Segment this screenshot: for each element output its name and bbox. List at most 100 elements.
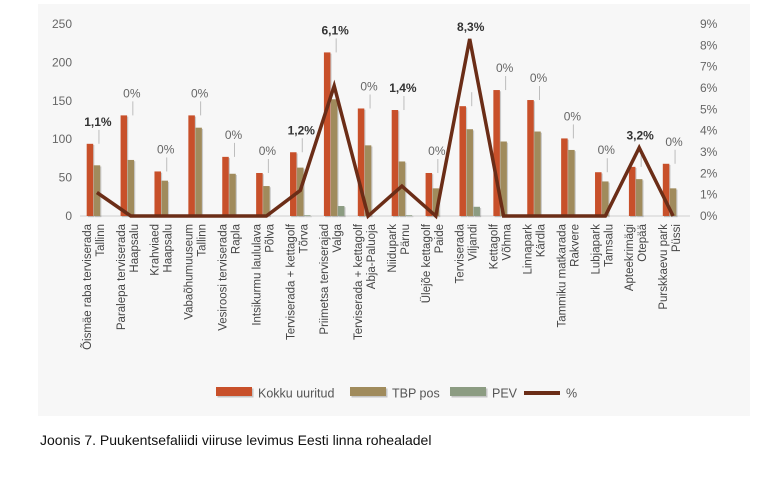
data-label: 1,2% — [288, 123, 316, 137]
x-tick-label: Võhma — [502, 223, 514, 260]
y-right-tick-label: 8% — [700, 38, 718, 52]
bar-shadow — [406, 216, 414, 218]
x-tick-label: Tallinn — [197, 224, 209, 257]
y-left-tick-label: 250 — [52, 17, 72, 31]
bar-kokku-uuritud — [391, 110, 399, 216]
data-label: 0% — [225, 128, 243, 142]
y-right-tick-label: 1% — [700, 188, 718, 202]
bar-kokku-uuritud — [595, 172, 602, 216]
data-label: 1,1% — [84, 115, 112, 129]
bar-tbp-pos — [466, 129, 473, 216]
data-label: 0% — [123, 86, 141, 100]
bar-tbp-pos — [127, 159, 135, 216]
bar-kokku-uuritud — [323, 52, 331, 216]
x-tick-label: Linnapark — [523, 224, 535, 275]
legend-label: PEV — [492, 387, 518, 401]
x-tick-label: Abja-Paluoja — [366, 223, 378, 289]
y-right-tick-label: 5% — [700, 102, 718, 116]
bar-tbp-pos — [602, 181, 609, 216]
x-tick-label: Intsikurmu laululava — [251, 223, 263, 325]
y-right-tick-label: 2% — [700, 166, 718, 180]
x-tick-label: Apteekrimägi — [624, 224, 636, 291]
bar-tbp-pos — [500, 141, 507, 216]
x-tick-label: Valga — [332, 223, 344, 252]
x-tick-label: Pärnu — [400, 224, 412, 255]
x-tick-label: Niidupark — [387, 224, 399, 273]
y-right-tick-label: 7% — [700, 60, 718, 74]
bar-kokku-uuritud — [357, 108, 365, 216]
bar-kokku-uuritud — [86, 143, 94, 216]
x-tick-label: Rakvere — [569, 224, 581, 267]
bar-kokku-uuritud — [290, 152, 297, 216]
x-tick-label: Terviserada + kettagolf — [285, 223, 297, 340]
bar-tbp-pos — [93, 165, 101, 216]
data-label: 0% — [564, 109, 582, 123]
bar-kokku-uuritud — [222, 156, 229, 216]
x-tick-label: Õismäe raba terviserada — [81, 223, 94, 350]
y-right-tick-label: 0% — [700, 209, 718, 223]
data-label: 6,1% — [321, 23, 349, 37]
bar-tbp-pos — [263, 186, 270, 216]
legend-label: TBP pos — [392, 387, 440, 401]
x-tick-label: Vesiroosi terviserada — [218, 223, 230, 330]
x-tick-label: Lubjapark — [590, 224, 602, 275]
bar-pev — [473, 206, 480, 216]
data-label: 0% — [191, 86, 209, 100]
bar-shadow — [305, 216, 312, 218]
bar-kokku-uuritud — [154, 171, 161, 216]
x-tick-label: Kärdla — [536, 223, 548, 257]
x-tick-label: Tamsalu — [603, 224, 615, 267]
legend-swatch — [216, 387, 252, 396]
y-right-tick-label: 3% — [700, 145, 718, 159]
legend-label: Kokku uuritud — [258, 387, 334, 401]
data-label: 3,2% — [626, 129, 654, 143]
bar-kokku-uuritud — [662, 163, 670, 216]
data-label: 0% — [360, 79, 378, 93]
bar-tbp-pos — [568, 149, 575, 216]
bar-kokku-uuritud — [188, 115, 195, 216]
legend-label: % — [566, 387, 577, 401]
x-tick-label: Terviserada + kettagolf — [353, 223, 365, 340]
x-tick-label: Purskkaevu park — [658, 224, 670, 310]
bar-kokku-uuritud — [459, 106, 466, 216]
data-label: 8,3% — [457, 20, 485, 34]
x-tick-label: Paralepa terviserada — [116, 223, 128, 330]
x-tick-label: Püssi — [671, 224, 683, 252]
y-right-tick-label: 9% — [700, 17, 718, 31]
bar-tbp-pos — [330, 99, 338, 216]
data-label: 0% — [496, 61, 514, 75]
bar-kokku-uuritud — [425, 172, 433, 216]
bar-kokku-uuritud — [628, 166, 636, 216]
bar-pev — [337, 206, 345, 216]
y-right-tick-label: 4% — [700, 124, 718, 138]
legend-swatch — [350, 387, 386, 396]
y-left-tick-label: 150 — [52, 94, 72, 108]
x-tick-label: Haapsalu — [163, 224, 175, 273]
bar-kokku-uuritud — [527, 100, 534, 216]
x-tick-label: Tallinn — [95, 224, 107, 257]
y-left-tick-label: 0 — [65, 209, 72, 223]
x-tick-label: Terviserada — [455, 223, 467, 283]
bar-tbp-pos — [364, 145, 372, 216]
data-label: 0% — [665, 135, 683, 149]
bar-tbp-pos — [534, 131, 541, 216]
line-percent — [95, 38, 675, 220]
x-tick-label: Põlva — [264, 223, 276, 252]
x-tick-label: Priimetsa terviserajad — [319, 224, 331, 335]
data-label: 0% — [530, 71, 548, 85]
bar-pev — [304, 215, 311, 216]
bar-tbp-pos — [229, 173, 236, 216]
bar-tbp-pos — [635, 179, 643, 216]
legend-swatch — [450, 387, 486, 396]
data-label: 0% — [428, 144, 446, 158]
x-tick-label: Vabaõhumuuseum — [184, 224, 196, 320]
chart-svg: 0 50 100 150 200 250 0% 1% 2% 3% 4% 5% 6% 7% 8% 9% Õismä… — [52, 17, 718, 401]
data-label: 0% — [157, 142, 175, 156]
x-tick-label: Haapsalu — [129, 224, 141, 273]
x-tick-label: Tammiku matkarada — [556, 223, 568, 327]
data-label: 0% — [598, 143, 616, 157]
x-tick-label: Krahviaed — [150, 224, 162, 276]
x-tick-label: Otepää — [637, 223, 649, 261]
y-left-tick-label: 50 — [59, 171, 73, 185]
data-label: 0% — [259, 144, 277, 158]
